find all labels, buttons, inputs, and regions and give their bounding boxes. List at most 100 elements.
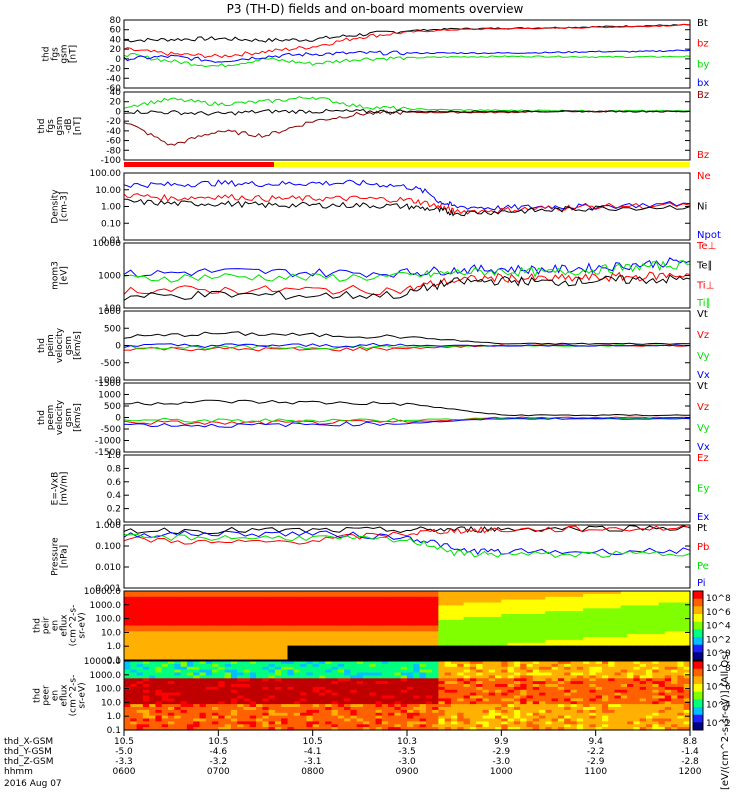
heatmap-cell: [520, 707, 528, 711]
x-tick-label: 9.4: [589, 737, 604, 747]
legend-entry: Vx: [697, 442, 710, 453]
y-axis-label: gsm: [64, 336, 74, 355]
heatmap-cell: [664, 619, 672, 624]
heatmap-cell: [658, 695, 666, 699]
heatmap-cell: [545, 669, 553, 674]
heatmap-cell: [589, 616, 597, 621]
heatmap-cell: [520, 634, 528, 638]
heatmap-cell: [646, 692, 653, 697]
heatmap-cell: [168, 642, 175, 647]
heatmap-cell: [344, 651, 351, 655]
heatmap-cell: [683, 718, 691, 722]
heatmap-cell: [583, 675, 590, 679]
heatmap-cell: [520, 637, 528, 641]
heatmap-cell: [602, 666, 609, 671]
heatmap-cell: [608, 666, 616, 671]
heatmap-cell: [293, 602, 301, 606]
heatmap-cell: [583, 639, 590, 644]
heatmap-cell: [639, 681, 647, 685]
heatmap-cell: [413, 727, 421, 731]
heatmap-cell: [482, 709, 490, 714]
heatmap-cell: [306, 634, 314, 638]
heatmap-cell: [344, 622, 351, 627]
heatmap-cell: [287, 724, 295, 728]
heatmap-cell: [451, 724, 458, 728]
heatmap-cell: [564, 593, 572, 598]
heatmap-cell: [363, 591, 370, 595]
heatmap-cell: [394, 593, 402, 598]
heatmap-cell: [476, 657, 484, 661]
heatmap-cell: [633, 721, 641, 725]
heatmap-cell: [230, 661, 238, 665]
heatmap-cell: [539, 657, 546, 661]
heatmap-cell: [337, 724, 345, 728]
heatmap-cell: [388, 631, 395, 635]
heatmap-cell: [300, 669, 307, 674]
heatmap-cell: [186, 681, 194, 685]
heatmap-cell: [413, 611, 421, 615]
heatmap-cell: [312, 701, 320, 705]
heatmap-cell: [312, 715, 320, 720]
heatmap-cell: [652, 639, 660, 644]
heatmap-cell: [608, 707, 616, 711]
heatmap-cell: [268, 596, 276, 601]
heatmap-cell: [224, 712, 232, 717]
heatmap-cell: [331, 684, 339, 688]
heatmap-cell: [218, 686, 226, 691]
heatmap-cell: [224, 686, 232, 691]
heatmap-cell: [186, 593, 194, 598]
heatmap-cell: [363, 709, 370, 714]
series-line-Te⊥: [123, 271, 691, 296]
heatmap-cell: [369, 622, 377, 627]
heatmap-cell: [451, 593, 458, 598]
heatmap-cell: [532, 634, 540, 638]
heatmap-cell: [551, 669, 559, 674]
heatmap-cell: [658, 593, 666, 598]
heatmap-cell: [193, 661, 201, 665]
heatmap-cell: [532, 642, 540, 647]
heatmap-cell: [369, 614, 377, 618]
heatmap-cell: [312, 625, 320, 629]
y-tick-label: 80: [110, 16, 122, 26]
heatmap-cell: [545, 608, 553, 612]
heatmap-cell: [274, 669, 282, 674]
heatmap-cell: [469, 712, 477, 717]
heatmap-cell: [407, 701, 414, 705]
heatmap-cell: [677, 634, 685, 638]
x-tick-label: -2.9: [493, 747, 511, 757]
heatmap-cell: [482, 704, 490, 708]
heatmap-cell: [249, 599, 257, 604]
heatmap-cell: [199, 654, 207, 658]
heatmap-cell: [243, 651, 251, 655]
heatmap-cell: [570, 669, 578, 674]
heatmap-cell: [545, 695, 553, 699]
heatmap-cell: [520, 675, 528, 679]
heatmap-cell: [262, 651, 270, 655]
heatmap-cell: [375, 642, 383, 647]
heatmap-cell: [306, 596, 314, 601]
heatmap-cell: [495, 698, 502, 702]
heatmap-cell: [413, 654, 421, 658]
heatmap-cell: [476, 715, 484, 720]
heatmap-cell: [174, 602, 182, 606]
heatmap-cell: [501, 622, 509, 627]
y-tick-label: 10000.0: [84, 657, 121, 667]
heatmap-cell: [646, 661, 653, 665]
heatmap-cell: [212, 724, 219, 728]
heatmap-cell: [274, 678, 282, 682]
heatmap-cell: [331, 639, 339, 644]
series-line-bz: [123, 23, 691, 59]
heatmap-cell: [400, 651, 408, 655]
heatmap-cell: [149, 695, 157, 699]
heatmap-cell: [463, 619, 471, 624]
heatmap-cell: [589, 602, 597, 606]
heatmap-cell: [230, 712, 238, 717]
heatmap-cell: [488, 663, 496, 668]
heatmap-cell: [438, 642, 446, 647]
heatmap-cell: [168, 661, 175, 665]
heatmap-cell: [551, 721, 559, 725]
heatmap-cell: [381, 715, 389, 720]
heatmap-cell: [658, 605, 666, 609]
heatmap-cell: [394, 698, 402, 702]
heatmap-cell: [356, 686, 364, 691]
